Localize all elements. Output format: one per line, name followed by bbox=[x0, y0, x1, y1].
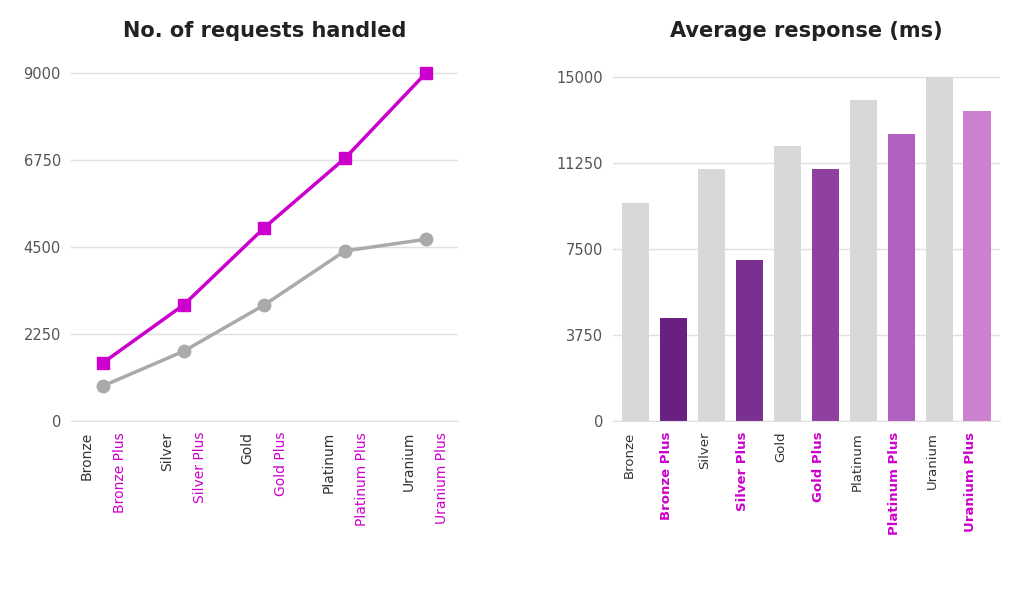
Text: Silver: Silver bbox=[160, 432, 174, 471]
Text: Uranium: Uranium bbox=[926, 432, 939, 489]
Text: Bronze Plus: Bronze Plus bbox=[661, 432, 674, 520]
Text: Bronze: Bronze bbox=[79, 432, 93, 480]
Bar bbox=[849, 100, 877, 421]
Text: Bronze Plus: Bronze Plus bbox=[113, 432, 126, 513]
Title: Average response (ms): Average response (ms) bbox=[670, 22, 942, 41]
Text: Silver: Silver bbox=[699, 432, 711, 469]
Title: No. of requests handled: No. of requests handled bbox=[122, 22, 406, 41]
Bar bbox=[925, 77, 952, 421]
Bar bbox=[660, 317, 687, 421]
Bar bbox=[622, 203, 649, 421]
Text: Gold Plus: Gold Plus bbox=[812, 432, 825, 502]
Text: Uranium Plus: Uranium Plus bbox=[965, 432, 977, 532]
Bar bbox=[888, 134, 915, 421]
Bar bbox=[774, 145, 801, 421]
Text: Platinum: Platinum bbox=[850, 432, 864, 490]
Text: Gold: Gold bbox=[775, 432, 788, 462]
Text: Bronze: Bronze bbox=[622, 432, 635, 478]
Text: Platinum: Platinum bbox=[321, 432, 335, 493]
Text: Silver Plus: Silver Plus bbox=[736, 432, 749, 511]
Text: Platinum Plus: Platinum Plus bbox=[355, 432, 369, 525]
Text: Uranium: Uranium bbox=[402, 432, 416, 491]
Text: Platinum Plus: Platinum Plus bbox=[888, 432, 901, 535]
Text: Gold Plus: Gold Plus bbox=[274, 432, 288, 496]
Text: Gold: Gold bbox=[240, 432, 255, 464]
Bar bbox=[698, 169, 725, 421]
Text: Silver Plus: Silver Plus bbox=[193, 432, 207, 503]
Bar bbox=[964, 111, 991, 421]
Text: Uranium Plus: Uranium Plus bbox=[435, 432, 449, 523]
Bar bbox=[812, 169, 839, 421]
Bar bbox=[735, 260, 763, 421]
